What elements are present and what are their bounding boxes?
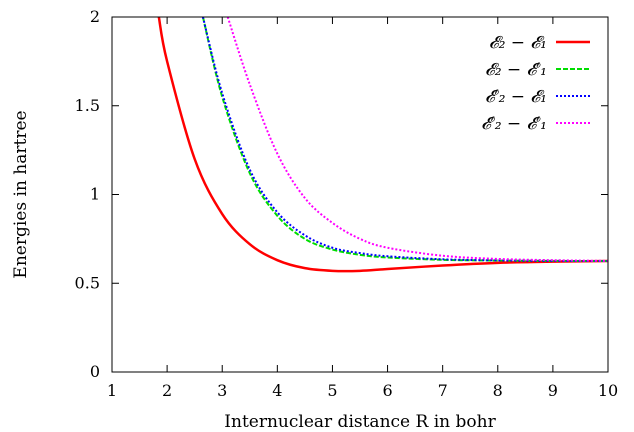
x-tick-label: 4 [272, 381, 282, 400]
x-tick-label: 1 [107, 381, 117, 400]
y-tick-label: 1.5 [75, 96, 100, 115]
legend: 𝓔₂ − 𝓔₁ 𝓔₂ − 𝓔′₁ 𝓔′₂ − 𝓔₁ 𝓔′₂ − 𝓔′₁ [481, 33, 590, 134]
series-line-4 [226, 17, 608, 262]
series-line-1 [157, 17, 608, 273]
x-tick-label: 3 [217, 381, 227, 400]
legend-label: 𝓔₂ − 𝓔₁ [489, 33, 547, 53]
y-tick-label: 2 [90, 7, 100, 26]
x-tick-label: 9 [548, 381, 558, 400]
x-axis-label: Internuclear distance R in bohr [224, 412, 496, 432]
y-tick-label: 0 [90, 362, 100, 381]
legend-label: 𝓔′₂ − 𝓔′₁ [481, 114, 547, 134]
x-tick-label: 8 [493, 381, 503, 400]
legend-label: 𝓔₂ − 𝓔′₁ [485, 60, 547, 80]
legend-label: 𝓔′₂ − 𝓔₁ [485, 87, 547, 107]
x-tick-label: 5 [327, 381, 337, 400]
x-tick-label: 7 [438, 381, 448, 400]
series-line-3 [201, 17, 608, 263]
y-axis-ticks: 0 0.5 1 1.5 2 [75, 7, 608, 381]
x-tick-label: 6 [382, 381, 392, 400]
x-axis-ticks: 1 2 3 4 5 6 7 8 9 10 [107, 17, 618, 400]
x-tick-label: 10 [598, 381, 618, 400]
y-tick-label: 1 [90, 185, 100, 204]
series-line-2 [201, 17, 608, 263]
y-tick-label: 0.5 [75, 273, 100, 292]
plot-lines [157, 17, 608, 273]
x-tick-label: 2 [162, 381, 172, 400]
y-axis-label: Energies in hartree [11, 110, 31, 278]
